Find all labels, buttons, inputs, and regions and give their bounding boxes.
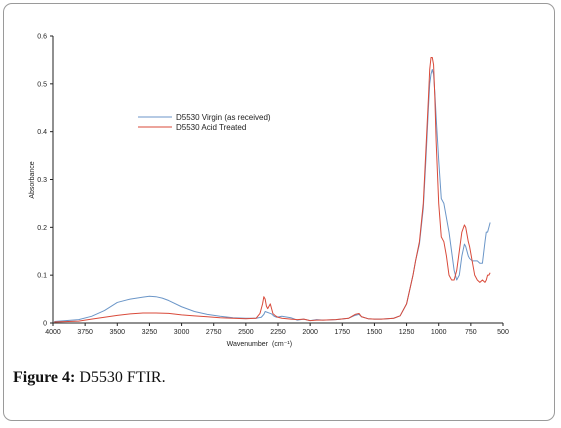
x-tick-label: 3250 [142,329,158,336]
legend: D5530 Virgin (as received) D5530 Acid Tr… [138,113,271,132]
x-tick-label: 2250 [270,329,286,336]
x-tick-label: 2500 [238,329,254,336]
series-layer [54,57,491,323]
y-tick-label: 0.4 [37,129,47,136]
figure-label: Figure 4: [13,369,76,386]
y-tick-label: 0 [43,321,47,328]
x-tick-label: 1000 [431,329,447,336]
x-tick-label: 1750 [334,329,350,336]
x-tick-label: 4000 [45,329,61,336]
x-tick-label: 2750 [206,329,222,336]
plot-axes: 0 0.1 0.2 0.3 0.4 0.5 0.6 4000 3750 3500 3250 3000 2… [37,34,509,337]
x-tick-label: 500 [497,329,509,336]
series-line-virgin [54,68,491,323]
y-axis-label: Absorbance [29,161,36,198]
y-tick-label: 0.6 [37,34,47,41]
y-tick-label: 0.2 [37,225,47,232]
legend-label-acid: D5530 Acid Treated [176,123,246,132]
x-tick-label: 1250 [399,329,415,336]
y-tick-label: 0.1 [37,273,47,280]
x-tick-label: 1500 [367,329,383,336]
x-axis-unit: (cm⁻¹) [272,341,292,348]
x-axis-label: Wavenumber [227,341,269,348]
figure-frame [3,3,555,421]
y-tick-label: 0.3 [37,177,47,184]
x-tick-label: 3750 [77,329,93,336]
legend-label-virgin: D5530 Virgin (as received) [176,113,271,122]
x-tick-label: 2000 [302,329,318,336]
figure-caption: Figure 4: D5530 FTIR. [13,369,166,387]
figure-text: D5530 FTIR. [79,369,166,386]
y-tick-label: 0.5 [37,81,47,88]
ftir-chart: 0 0.1 0.2 0.3 0.4 0.5 0.6 4000 3750 3500 3250 3000 2… [29,34,509,349]
x-tick-label: 750 [465,329,477,336]
x-tick-label: 3000 [174,329,190,336]
x-tick-label: 3500 [109,329,125,336]
series-line-acid [54,57,491,323]
